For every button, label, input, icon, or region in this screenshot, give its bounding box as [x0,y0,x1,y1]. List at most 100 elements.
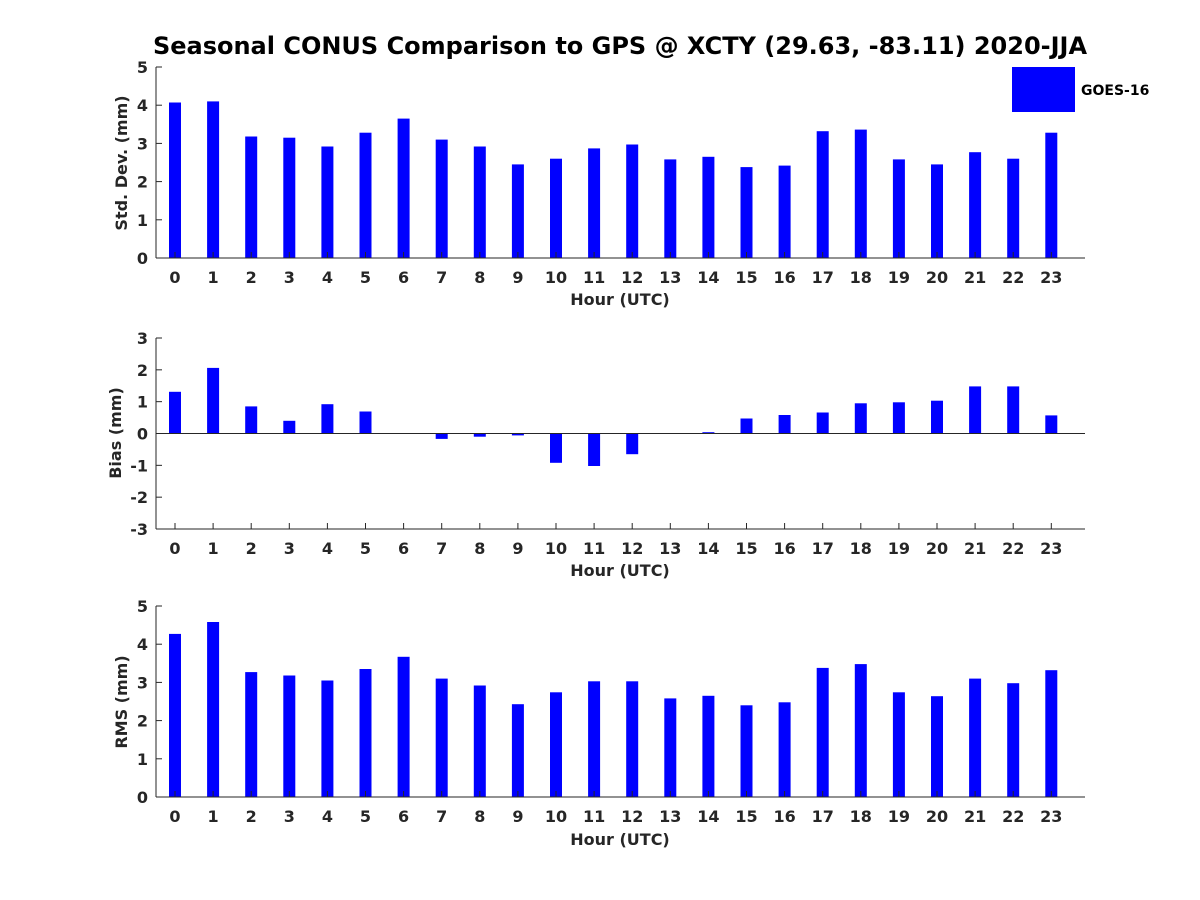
rms-xlabel: Hour (UTC) [570,830,670,849]
chart-title: Seasonal CONUS Comparison to GPS @ XCTY … [153,32,1088,60]
std-dev-ytick-label: 0 [137,249,148,268]
std-dev-xtick-label: 13 [659,268,681,287]
rms-ytick-label: 3 [137,673,148,692]
std-dev-xtick-label: 19 [888,268,910,287]
rms-bar-7 [435,678,448,797]
rms-xtick-label: 10 [545,807,567,826]
rms-bar-17 [816,667,829,797]
bias-xtick-label: 3 [284,539,295,558]
std-dev-bar-9 [511,164,524,258]
std-dev-xtick-label: 4 [322,268,333,287]
std-dev-ytick-label: 5 [137,58,148,77]
std-dev-bar-17 [816,131,829,258]
bias-bar-7 [435,433,448,439]
bias-xtick-label: 19 [888,539,910,558]
rms-xtick-label: 22 [1002,807,1024,826]
rms-bar-20 [931,696,943,797]
bias-xtick-label: 11 [583,539,605,558]
std-dev-bar-0 [169,102,181,258]
std-dev-xtick-label: 5 [360,268,371,287]
std-dev-ytick-label: 2 [137,173,148,192]
bias-bar-0 [169,391,181,434]
bias-xtick-label: 23 [1040,539,1062,558]
std-dev-bar-23 [1045,132,1058,258]
bias-bar-3 [283,420,296,434]
bias-ytick-label: 1 [137,393,148,412]
rms-ytick-label: 1 [137,750,148,769]
legend-swatch [1012,67,1075,112]
std-dev-xtick-label: 20 [926,268,948,287]
bias-bar-5 [359,411,372,434]
rms-bar-18 [854,664,867,797]
bias-xtick-label: 15 [735,539,757,558]
bias-ytick-label: -3 [130,520,148,539]
rms-ytick-label: 2 [137,712,148,731]
rms-bar-23 [1045,670,1058,797]
bias-xtick-label: 18 [850,539,872,558]
std-dev-bar-7 [435,139,448,258]
rms-xtick-label: 17 [812,807,834,826]
std-dev-bar-4 [321,146,334,258]
std-dev-xlabel: Hour (UTC) [570,290,670,309]
std-dev-xtick-label: 16 [773,268,795,287]
bias-ytick-label: -1 [130,456,148,475]
std-dev-bar-2 [245,136,258,258]
std-dev-bar-15 [740,167,753,258]
bias-xtick-label: 2 [246,539,257,558]
rms-xtick-label: 14 [697,807,719,826]
bias-bar-16 [778,415,791,434]
rms-bar-16 [778,702,791,797]
std-dev-bar-16 [778,165,791,258]
std-dev-xtick-label: 17 [812,268,834,287]
bias-xtick-label: 7 [436,539,447,558]
rms-xtick-label: 3 [284,807,295,826]
std-dev-xtick-label: 2 [246,268,257,287]
std-dev-bar-11 [588,148,601,258]
rms-xtick-label: 2 [246,807,257,826]
rms-bar-13 [664,698,677,797]
bias-xtick-label: 1 [208,539,219,558]
bias-xtick-label: 6 [398,539,409,558]
rms-xtick-label: 12 [621,807,643,826]
bias-bar-23 [1045,415,1058,434]
bias-xtick-label: 5 [360,539,371,558]
rms-bar-0 [169,633,181,797]
rms-xtick-label: 19 [888,807,910,826]
bias-bar-20 [931,400,943,434]
std-dev-xtick-label: 3 [284,268,295,287]
std-dev-bar-22 [1007,158,1020,258]
std-dev-xtick-label: 9 [512,268,523,287]
rms-bar-19 [892,692,905,797]
std-dev-xtick-label: 23 [1040,268,1062,287]
bias-ytick-label: 0 [137,425,148,444]
legend-label: GOES-16 [1081,83,1149,99]
legend: GOES-16 [1012,67,1149,112]
rms-xtick-label: 16 [773,807,795,826]
std-dev-bar-6 [397,118,410,258]
std-dev-bar-20 [931,164,943,258]
std-dev-ytick-label: 3 [137,134,148,153]
rms-xtick-label: 7 [436,807,447,826]
rms-ytick-label: 0 [137,788,148,807]
rms-xtick-label: 21 [964,807,986,826]
bias-bar-12 [626,433,639,455]
bias-xtick-label: 13 [659,539,681,558]
std-dev-xtick-label: 22 [1002,268,1024,287]
std-dev-bar-13 [664,159,677,258]
rms-xtick-label: 9 [512,807,523,826]
std-dev-bar-1 [207,101,220,259]
std-dev-bar-5 [359,132,372,258]
bias-xtick-label: 16 [773,539,795,558]
rms-bar-21 [969,678,982,797]
bias-xtick-label: 9 [512,539,523,558]
bias-xtick-label: 20 [926,539,948,558]
std-dev-bar-14 [702,156,715,258]
rms-bar-2 [245,672,258,797]
std-dev-ytick-label: 4 [137,96,148,115]
std-dev-bar-3 [283,137,296,258]
rms-bar-11 [588,681,601,797]
std-dev-bar-21 [969,152,982,258]
std-dev-xtick-label: 21 [964,268,986,287]
